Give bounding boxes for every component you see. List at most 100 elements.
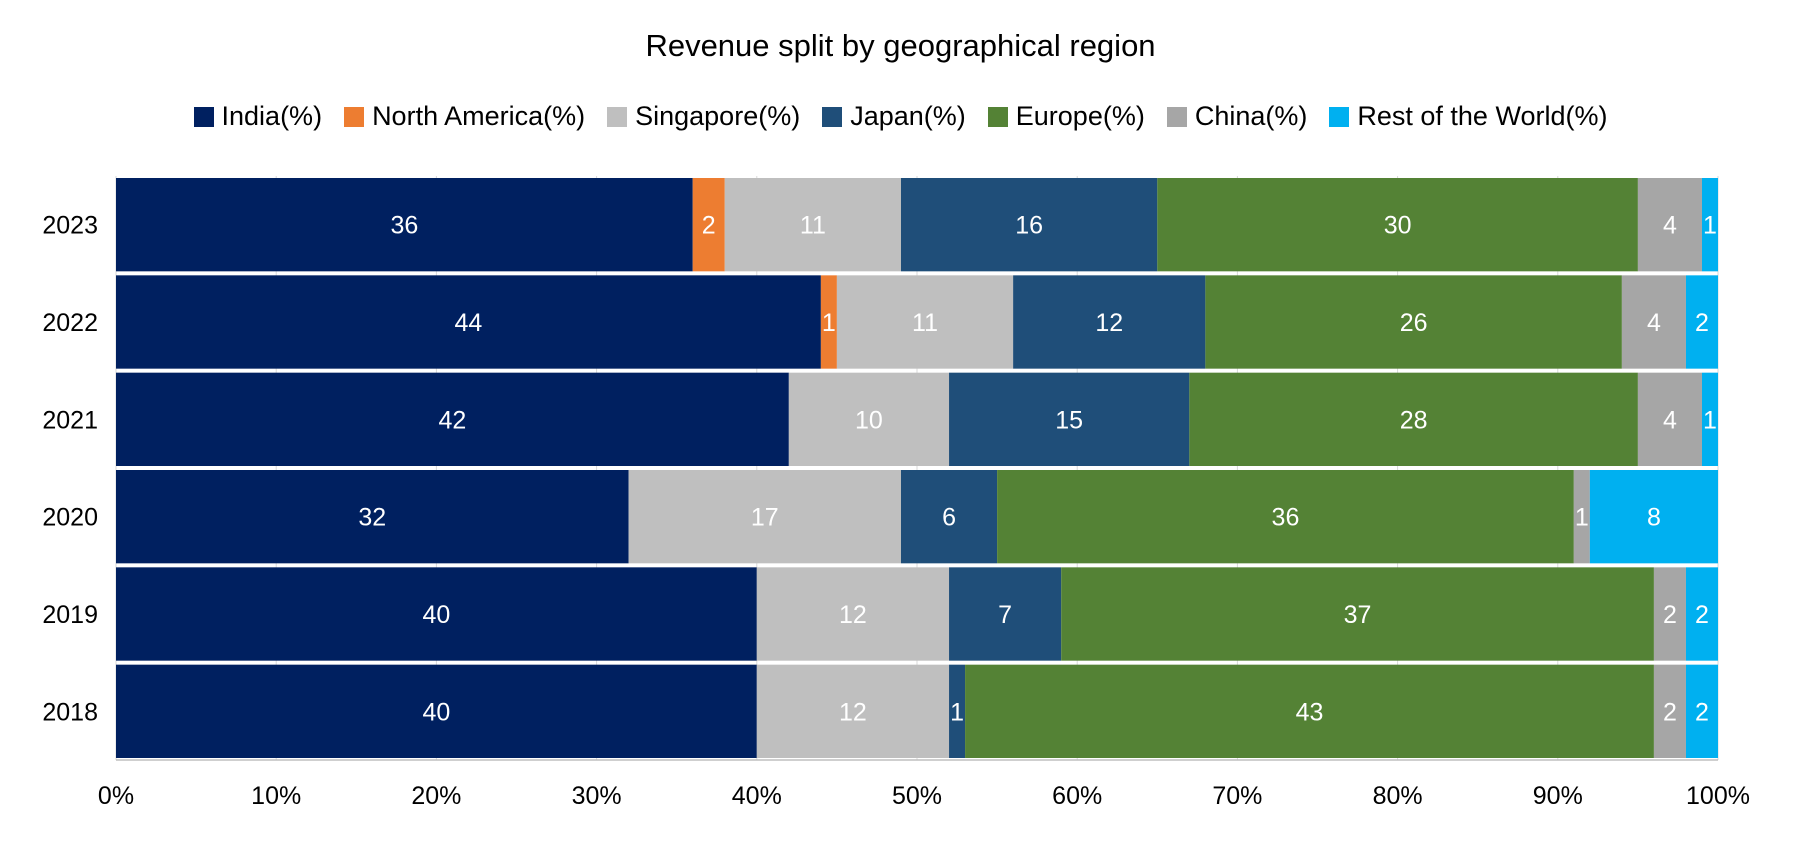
bar-segment — [1205, 275, 1622, 369]
data-label: 11 — [912, 309, 938, 337]
category-label: 2020 — [42, 504, 98, 532]
data-label: 4 — [1647, 309, 1661, 337]
legend-label: North America(%) — [372, 101, 586, 131]
bar-segment — [949, 664, 966, 758]
data-label: 26 — [1400, 309, 1428, 337]
bar-segment — [1589, 470, 1718, 564]
bar-segment — [116, 372, 789, 466]
bar-segment — [1157, 178, 1638, 272]
legend-label: Rest of the World(%) — [1357, 101, 1608, 131]
legend-swatch — [344, 106, 365, 127]
x-tick-label: 10% — [251, 782, 301, 810]
bar-segment — [692, 178, 725, 272]
data-label: 42 — [439, 406, 467, 434]
x-tick-label: 80% — [1373, 782, 1423, 810]
data-label: 8 — [1647, 504, 1661, 532]
bar-segment — [724, 178, 901, 272]
bar-segment — [628, 470, 901, 564]
bar-segment — [820, 275, 837, 369]
data-label: 2 — [1695, 309, 1709, 337]
data-label: 28 — [1400, 406, 1428, 434]
legend-swatch — [1166, 106, 1187, 127]
data-label: 7 — [998, 601, 1012, 629]
x-tick-label: 30% — [572, 782, 622, 810]
data-label: 40 — [422, 601, 450, 629]
x-tick-label: 70% — [1212, 782, 1262, 810]
data-label: 36 — [1272, 504, 1300, 532]
legend-swatch — [822, 106, 843, 127]
bar-segment — [949, 372, 1190, 466]
bar-segment — [1701, 372, 1718, 466]
legend: India(%) North America(%) Singapore(%) Japa… — [0, 101, 1801, 132]
x-tick-label: 100% — [1686, 782, 1750, 810]
data-label: 4 — [1663, 212, 1677, 240]
bar-segment — [1701, 178, 1718, 272]
data-label: 32 — [358, 504, 386, 532]
legend-swatch — [607, 106, 628, 127]
bar-segment — [1061, 567, 1654, 661]
data-label: 1 — [1703, 212, 1717, 240]
data-label: 11 — [800, 212, 826, 240]
legend-item: India(%) — [193, 101, 323, 132]
data-label: 2 — [1695, 601, 1709, 629]
data-label: 16 — [1015, 212, 1043, 240]
x-tick-label: 40% — [732, 782, 782, 810]
bar-segment — [1189, 372, 1638, 466]
bar-segment — [1685, 664, 1718, 758]
bar-segment — [900, 178, 1158, 272]
bar-segment — [756, 567, 950, 661]
legend-item: Rest of the World(%) — [1329, 101, 1607, 132]
legend-swatch — [1329, 106, 1350, 127]
data-label: 10 — [855, 406, 883, 434]
bar-segment — [116, 178, 693, 272]
data-label: 17 — [751, 504, 779, 532]
bar-segment — [116, 470, 629, 564]
x-tick-label: 20% — [411, 782, 461, 810]
data-label: 36 — [390, 212, 418, 240]
bar-segment — [1685, 275, 1718, 369]
data-label: 2 — [1695, 698, 1709, 726]
bar-segment — [1621, 275, 1686, 369]
legend-label: India(%) — [221, 101, 323, 131]
bar-segment — [1573, 470, 1590, 564]
legend-item: China(%) — [1166, 101, 1307, 132]
legend-item: Europe(%) — [987, 101, 1145, 132]
data-label: 2 — [1663, 601, 1677, 629]
bar-segment — [1653, 664, 1686, 758]
category-label: 2019 — [42, 601, 98, 629]
x-tick-label: 90% — [1533, 782, 1583, 810]
data-label: 44 — [455, 309, 483, 337]
category-label: 2022 — [42, 309, 98, 337]
legend-swatch — [193, 106, 214, 127]
bar-segment — [1685, 567, 1718, 661]
legend-item: North America(%) — [344, 101, 585, 132]
bar-segment — [756, 664, 950, 758]
category-label: 2023 — [42, 212, 98, 240]
x-tick-label: 0% — [98, 782, 134, 810]
category-label: 2018 — [42, 698, 98, 726]
legend-label: Japan(%) — [850, 101, 966, 131]
category-label: 2021 — [42, 406, 98, 434]
data-label: 12 — [1095, 309, 1123, 337]
bar-segment — [836, 275, 1014, 369]
bar-segment — [900, 470, 998, 564]
bar-segment — [116, 275, 821, 369]
legend-swatch — [987, 106, 1008, 127]
data-label: 15 — [1055, 406, 1083, 434]
bar-segment — [1013, 275, 1206, 369]
legend-label: Singapore(%) — [635, 101, 801, 131]
data-label: 1 — [822, 309, 836, 337]
data-label: 12 — [839, 601, 867, 629]
chart-title: Revenue split by geographical region — [645, 28, 1156, 63]
legend-item: Japan(%) — [822, 101, 966, 132]
legend-label: Europe(%) — [1015, 101, 1145, 131]
data-label: 1 — [1703, 406, 1717, 434]
bar-segment — [116, 664, 757, 758]
x-tick-label: 50% — [892, 782, 942, 810]
data-label: 40 — [422, 698, 450, 726]
data-label: 1 — [1575, 504, 1589, 532]
data-label: 6 — [942, 504, 956, 532]
data-label: 1 — [950, 698, 964, 726]
data-label: 30 — [1384, 212, 1412, 240]
